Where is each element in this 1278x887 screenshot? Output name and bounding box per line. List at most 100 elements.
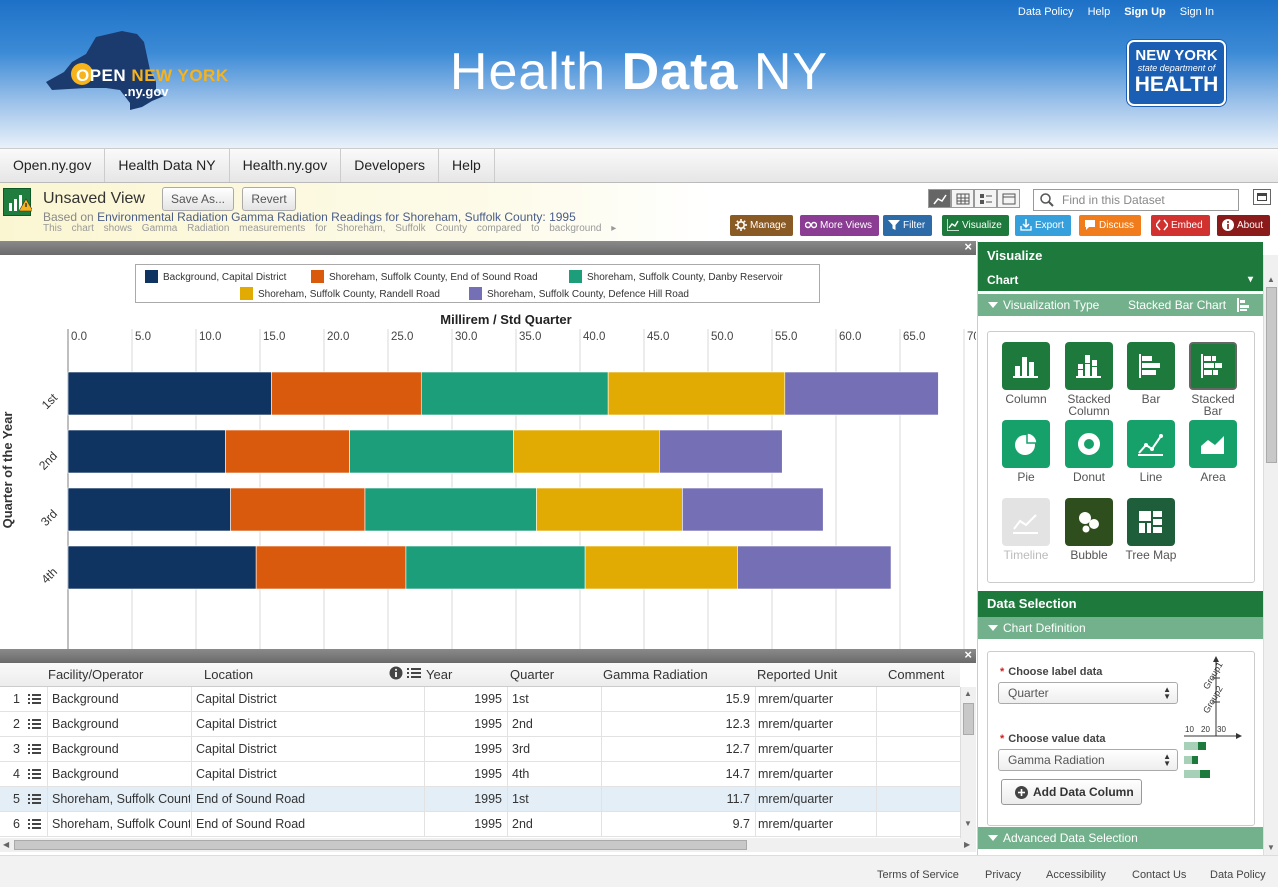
- row-menu-icon[interactable]: [28, 819, 41, 831]
- viz-type-donut[interactable]: Donut: [1062, 420, 1116, 483]
- viz-type-bar[interactable]: Bar: [1124, 342, 1178, 405]
- nav-developers[interactable]: Developers: [341, 149, 440, 182]
- viz-type-tree-map[interactable]: Tree Map: [1124, 498, 1178, 561]
- col-facility[interactable]: Facility/Operator: [48, 667, 144, 682]
- row-menu-icon[interactable]: [28, 769, 41, 781]
- sign-up-link[interactable]: Sign Up: [1124, 6, 1166, 18]
- cell-gamma: 15.9: [725, 692, 750, 706]
- footer-accessibility-link[interactable]: Accessibility: [1046, 869, 1106, 881]
- table-row[interactable]: 3 Background Capital District 1995 3rd 12.7 mr…: [0, 737, 960, 762]
- cell-year: 1995: [474, 692, 502, 706]
- viz-type-stacked-bar[interactable]: Stacked Bar: [1186, 342, 1240, 417]
- footer-privacy-link[interactable]: Privacy: [985, 869, 1022, 881]
- nys-doh-logo[interactable]: NEW YORK state department of HEALTH: [1127, 40, 1226, 106]
- expand-description-icon[interactable]: ▸: [611, 223, 617, 234]
- scroll-thumb[interactable]: [1266, 287, 1277, 463]
- footer-terms-link[interactable]: Terms of Service: [877, 869, 959, 881]
- viz-type-pie[interactable]: Pie: [999, 420, 1053, 483]
- stacked-bar-chart: Millirem / Std Quarter 0.0 5.0 10.0 15.0 20.0…: [0, 312, 976, 649]
- legend-item[interactable]: Shoreham, Suffolk County, Danby Reservoi…: [569, 270, 783, 283]
- manage-button[interactable]: Manage: [730, 215, 794, 236]
- row-menu-icon[interactable]: [28, 719, 41, 731]
- row-menu-icon[interactable]: [28, 744, 41, 756]
- viz-type-column[interactable]: Column: [999, 342, 1053, 405]
- legend-item[interactable]: Shoreham, Suffolk County, Randell Road: [240, 287, 440, 300]
- save-as-button[interactable]: Save As...: [162, 187, 234, 211]
- viz-type-header[interactable]: Visualization Type Stacked Bar Chart: [978, 294, 1263, 316]
- footer-contact-link[interactable]: Contact Us: [1132, 869, 1187, 881]
- close-table-icon[interactable]: ×: [964, 647, 972, 662]
- scroll-thumb[interactable]: [963, 703, 974, 735]
- sign-in-link[interactable]: Sign In: [1179, 6, 1214, 18]
- data-policy-link[interactable]: Data Policy: [1017, 6, 1074, 18]
- table-view-mode-icon[interactable]: [951, 189, 974, 208]
- column-menu-icon[interactable]: [407, 666, 421, 683]
- row-number: 6: [13, 817, 20, 831]
- add-data-column-button[interactable]: Add Data Column: [1001, 779, 1142, 805]
- col-year[interactable]: Year: [426, 667, 453, 682]
- fullscreen-icon[interactable]: [1253, 189, 1271, 205]
- col-location[interactable]: Location: [204, 667, 254, 682]
- viz-type-line[interactable]: Line: [1124, 420, 1178, 483]
- cell-divider: [507, 687, 508, 712]
- dataset-link[interactable]: Environmental Radiation Gamma Radiation …: [97, 210, 576, 224]
- table-row[interactable]: 1 Background Capital District 1995 1st 15.9 mr…: [0, 687, 960, 712]
- open-ny-logo[interactable]: [42, 30, 242, 120]
- cell-divider: [507, 762, 508, 787]
- chart-definition-header[interactable]: Chart Definition: [978, 617, 1263, 639]
- embed-button[interactable]: Embed: [1151, 215, 1210, 236]
- close-chart-icon[interactable]: ×: [964, 239, 972, 254]
- value-data-select[interactable]: Gamma Radiation ▲ ▼: [998, 749, 1178, 771]
- discuss-button[interactable]: Discuss: [1079, 215, 1142, 236]
- about-button[interactable]: About: [1217, 215, 1271, 236]
- sidebar-scrollbar[interactable]: ▲ ▼: [1263, 255, 1278, 855]
- row-menu-icon[interactable]: [28, 794, 41, 806]
- table-header: Facility/Operator Location Year Quarter …: [0, 663, 960, 687]
- horizontal-scroll-thumb[interactable]: [14, 840, 747, 850]
- col-comment[interactable]: Comment: [888, 667, 945, 682]
- column-info-icon[interactable]: [389, 666, 403, 683]
- footer-data-policy-link[interactable]: Data Policy: [1210, 869, 1266, 881]
- col-gamma[interactable]: Gamma Radiation: [603, 667, 708, 682]
- scroll-right-icon[interactable]: ▶: [964, 840, 971, 849]
- find-in-dataset-input[interactable]: Find in this Dataset: [1033, 189, 1239, 211]
- nav-health-data-ny[interactable]: Health Data NY: [105, 149, 230, 182]
- table-horizontal-scrollbar[interactable]: ◀ ▶: [0, 838, 976, 852]
- page-view-mode-icon[interactable]: [974, 189, 997, 208]
- legend-item[interactable]: Shoreham, Suffolk County, End of Sound R…: [311, 270, 538, 283]
- col-quarter[interactable]: Quarter: [510, 667, 555, 682]
- nav-health-ny[interactable]: Health.ny.gov: [230, 149, 342, 182]
- scroll-down-icon[interactable]: ▼: [964, 819, 972, 828]
- scroll-left-icon[interactable]: ◀: [3, 840, 10, 849]
- legend-item[interactable]: Shoreham, Suffolk County, Defence Hill R…: [469, 287, 689, 300]
- help-link[interactable]: Help: [1087, 6, 1111, 18]
- table-row[interactable]: 5 Shoreham, Suffolk County End of Sound Ro…: [0, 787, 960, 812]
- row-menu-icon[interactable]: [28, 694, 41, 706]
- col-unit[interactable]: Reported Unit: [757, 667, 838, 682]
- viz-type-stacked-column[interactable]: Stacked Column: [1062, 342, 1116, 417]
- chart-view-mode-icon[interactable]: [928, 189, 951, 208]
- form-view-mode-icon[interactable]: [997, 189, 1020, 208]
- scroll-down-icon[interactable]: ▼: [1267, 843, 1275, 852]
- visualize-button[interactable]: Visualize: [942, 215, 1009, 236]
- more-views-button[interactable]: More Views: [800, 215, 880, 236]
- export-button[interactable]: Export: [1015, 215, 1071, 236]
- viz-type-bubble[interactable]: Bubble: [1062, 498, 1116, 561]
- nav-help[interactable]: Help: [439, 149, 495, 182]
- table-row[interactable]: 4 Background Capital District 1995 4th 14.7 mr…: [0, 762, 960, 787]
- cell-gamma: 11.7: [726, 792, 750, 806]
- label-data-select[interactable]: Quarter ▲ ▼: [998, 682, 1178, 704]
- scroll-up-icon[interactable]: ▲: [964, 689, 972, 698]
- filter-button[interactable]: Filter: [883, 215, 933, 236]
- legend-item[interactable]: Background, Capital District: [145, 270, 286, 283]
- table-vertical-scrollbar[interactable]: ▲ ▼: [960, 687, 976, 838]
- x-tick-label: 60.0: [839, 331, 861, 343]
- revert-button[interactable]: Revert: [242, 187, 296, 211]
- table-row[interactable]: 2 Background Capital District 1995 2nd 12.3 mr…: [0, 712, 960, 737]
- viz-type-area[interactable]: Area: [1186, 420, 1240, 483]
- nav-open-ny[interactable]: Open.ny.gov: [0, 149, 106, 182]
- chart-dropdown[interactable]: Chart ▾: [978, 269, 1263, 291]
- scroll-up-icon[interactable]: ▲: [1267, 275, 1275, 284]
- advanced-data-selection-header[interactable]: Advanced Data Selection: [978, 827, 1263, 849]
- table-row[interactable]: 6 Shoreham, Suffolk County End of Sound Ro…: [0, 812, 960, 837]
